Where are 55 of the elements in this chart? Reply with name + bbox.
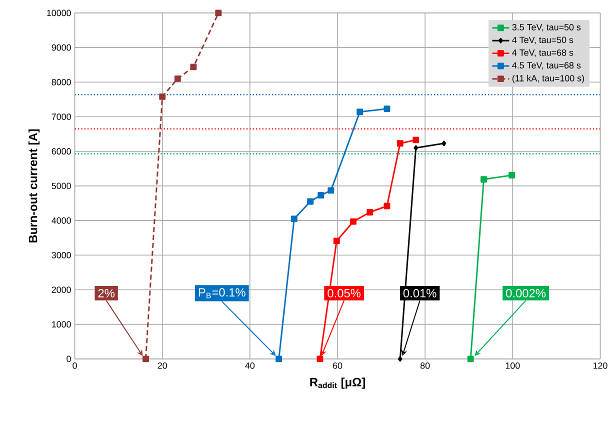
point — [366, 209, 374, 216]
point — [290, 216, 298, 222]
y-tick-label: 0 — [66, 356, 71, 362]
y-tick-label: 2000 — [52, 286, 71, 294]
y-tick-label: 6000 — [52, 148, 71, 155]
point — [190, 64, 197, 70]
y-axis-title: Burn-out current [A] — [28, 129, 40, 243]
point — [333, 238, 340, 244]
point — [350, 218, 356, 225]
point — [174, 76, 181, 82]
x-tick-label: 0 — [72, 362, 77, 369]
point — [414, 145, 418, 151]
point — [480, 176, 487, 183]
y-tick-label: 5000 — [52, 182, 71, 190]
x-tick-label: 60 — [332, 362, 342, 369]
point — [384, 106, 390, 112]
point — [215, 10, 222, 16]
annotation: 0.05% — [328, 289, 361, 298]
annotation: 0.002% — [506, 289, 546, 298]
x-tick-label: 40 — [245, 362, 255, 369]
y-tick-label: 9000 — [52, 44, 71, 51]
y-tick-label: 8000 — [52, 79, 71, 86]
legend-label: 4 TeV, tau=50 s — [512, 36, 574, 44]
x-tick-label: 100 — [506, 362, 520, 369]
point — [384, 202, 390, 210]
y-tick-label: 3000 — [52, 252, 71, 258]
annotation: P$_{B}$=0.1% — [198, 288, 246, 298]
y-tick-label: 10000 — [47, 10, 71, 16]
legend-label: 3.5 TeV, tau=50 s — [512, 24, 581, 32]
point — [318, 192, 324, 199]
annotation: 0.01% — [403, 289, 436, 298]
point — [396, 140, 404, 147]
x-tick-label: 120 — [593, 362, 608, 369]
text: R$_{addit}$ [μΩ] — [310, 378, 365, 389]
legend-label: 4 TeV, tau=68 s — [512, 50, 574, 57]
x-tick-label: 80 — [420, 362, 430, 369]
annotation: 2% — [98, 289, 114, 298]
point — [316, 356, 324, 362]
y-tick-label: 4000 — [52, 218, 71, 224]
point — [398, 356, 402, 362]
point — [159, 94, 166, 100]
point — [142, 356, 149, 362]
point — [508, 172, 516, 179]
y-tick-label: 7000 — [52, 114, 71, 120]
point — [467, 356, 474, 362]
point — [442, 140, 446, 146]
point — [307, 198, 314, 205]
point — [412, 136, 420, 144]
legend-label: 4.5 TeV, tau=68 s — [512, 62, 581, 70]
x-tick-label: 20 — [158, 362, 167, 369]
legend-label: (11 kA, tau=100 s) — [512, 74, 584, 84]
point — [276, 356, 282, 362]
point — [328, 187, 334, 194]
point — [356, 108, 364, 116]
y-tick-label: 1000 — [52, 321, 71, 328]
